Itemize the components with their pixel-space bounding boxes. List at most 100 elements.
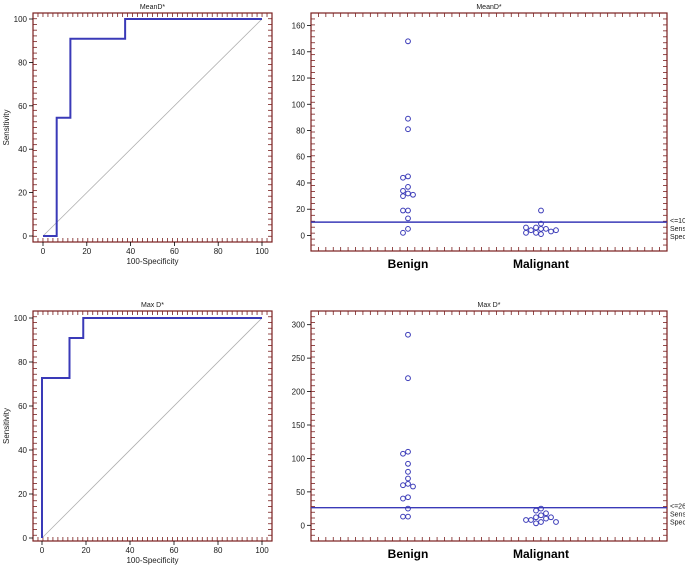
x-tick-label: 100 [255, 247, 269, 256]
y-tick-label: 150 [292, 421, 306, 430]
data-point [400, 193, 406, 199]
y-tick-label: 300 [292, 321, 306, 330]
cutoff-stat: Spec: 87.5 [670, 234, 685, 241]
y-tick-label: 100 [14, 314, 28, 323]
data-point [533, 224, 539, 231]
y-tick-label: 140 [292, 48, 306, 57]
data-point [400, 513, 406, 520]
x-axis-label: 100-Specificity [126, 257, 178, 266]
y-tick-label: 100 [14, 15, 28, 24]
category-label: Malignant [513, 547, 569, 561]
y-tick-label: 60 [18, 402, 27, 411]
cutoff-stat: <=10.15 [670, 218, 685, 225]
y-tick-label: 100 [292, 100, 306, 109]
plot-frame [310, 12, 668, 252]
data-point [405, 126, 411, 133]
data-point [543, 515, 549, 522]
data-point [405, 480, 411, 487]
x-tick-label: 0 [41, 247, 46, 256]
y-tick-label: 20 [18, 490, 27, 499]
data-point [533, 229, 539, 236]
chart-title: MeanD* [140, 4, 166, 11]
data-point [400, 229, 406, 236]
data-point [543, 225, 549, 232]
reference-diagonal [41, 317, 263, 539]
roc-curve [41, 317, 262, 538]
data-point [400, 207, 406, 214]
data-point [400, 174, 406, 181]
category-label: Malignant [513, 257, 569, 271]
x-tick-label: 40 [126, 546, 135, 555]
data-point [405, 207, 411, 214]
plot-frame [310, 310, 668, 542]
chart-panel-2: MeanD* 0 20 40 60 80 100 120 140 160 Benign Maligna… [292, 4, 685, 271]
x-tick-label: 20 [82, 546, 91, 555]
y-tick-label: 250 [292, 354, 306, 363]
data-point [405, 375, 411, 382]
y-tick-label: 160 [292, 22, 306, 31]
cutoff-stat: Spec: 81.2 [670, 520, 685, 527]
data-point [538, 207, 544, 214]
data-point [523, 517, 529, 523]
data-point [538, 519, 544, 525]
y-tick-label: 120 [292, 74, 306, 83]
data-point [528, 227, 534, 234]
data-point [543, 510, 549, 517]
data-point [405, 331, 411, 338]
data-point [538, 231, 544, 238]
y-tick-label: 60 [296, 153, 305, 162]
roc-curve [43, 18, 262, 237]
data-point [405, 448, 411, 455]
data-point [405, 494, 411, 501]
data-point [553, 227, 559, 234]
data-point [533, 520, 539, 527]
data-point [548, 228, 554, 235]
data-point [410, 483, 416, 490]
data-point [538, 225, 544, 232]
chart-title: Max D* [141, 302, 164, 309]
data-point [533, 514, 539, 521]
x-tick-label: 0 [40, 546, 45, 555]
cutoff-stat: Sens: 90.9 [670, 226, 685, 233]
y-tick-label: 50 [296, 488, 305, 497]
data-point [405, 184, 411, 190]
y-tick-label: 40 [18, 446, 27, 455]
y-tick-label: 0 [301, 231, 306, 240]
x-tick-label: 60 [170, 546, 179, 555]
y-tick-label: 80 [18, 358, 27, 367]
data-point [523, 229, 529, 236]
y-tick-label: 0 [23, 232, 28, 241]
chart-title: MeanD* [476, 4, 502, 11]
data-point [405, 468, 411, 475]
category-label: Benign [388, 547, 429, 561]
y-tick-label: 200 [292, 388, 306, 397]
cutoff-stat: <=26.36 [670, 504, 685, 511]
chart-panel-1: MeanD* 0 20 40 60 80 100 0 20 40 60 80 100 100-Specif… [2, 4, 273, 266]
data-point [405, 505, 411, 512]
y-tick-label: 20 [296, 205, 305, 214]
chart-panel-4: Max D* 0 50 100 150 200 250 300 Benign Malignant <… [292, 302, 685, 561]
y-tick-label: 0 [23, 534, 28, 543]
cutoff-stat: Sens: 100.0 [670, 512, 685, 519]
data-point [533, 507, 539, 514]
y-tick-label: 80 [296, 127, 305, 136]
data-point [538, 512, 544, 519]
x-tick-label: 60 [170, 247, 179, 256]
data-point [548, 514, 554, 521]
y-tick-label: 0 [301, 521, 306, 530]
data-point [400, 450, 406, 457]
data-point [405, 173, 411, 180]
data-point [400, 187, 406, 194]
data-point [405, 215, 411, 222]
x-tick-label: 40 [126, 247, 135, 256]
x-tick-label: 80 [214, 247, 223, 256]
data-point [523, 224, 529, 231]
data-point [405, 38, 411, 45]
reference-diagonal [42, 18, 263, 237]
data-point [405, 513, 411, 520]
chart-title: Max D* [478, 302, 501, 309]
data-point [528, 517, 534, 523]
x-tick-label: 80 [214, 546, 223, 555]
category-label: Benign [388, 257, 429, 271]
